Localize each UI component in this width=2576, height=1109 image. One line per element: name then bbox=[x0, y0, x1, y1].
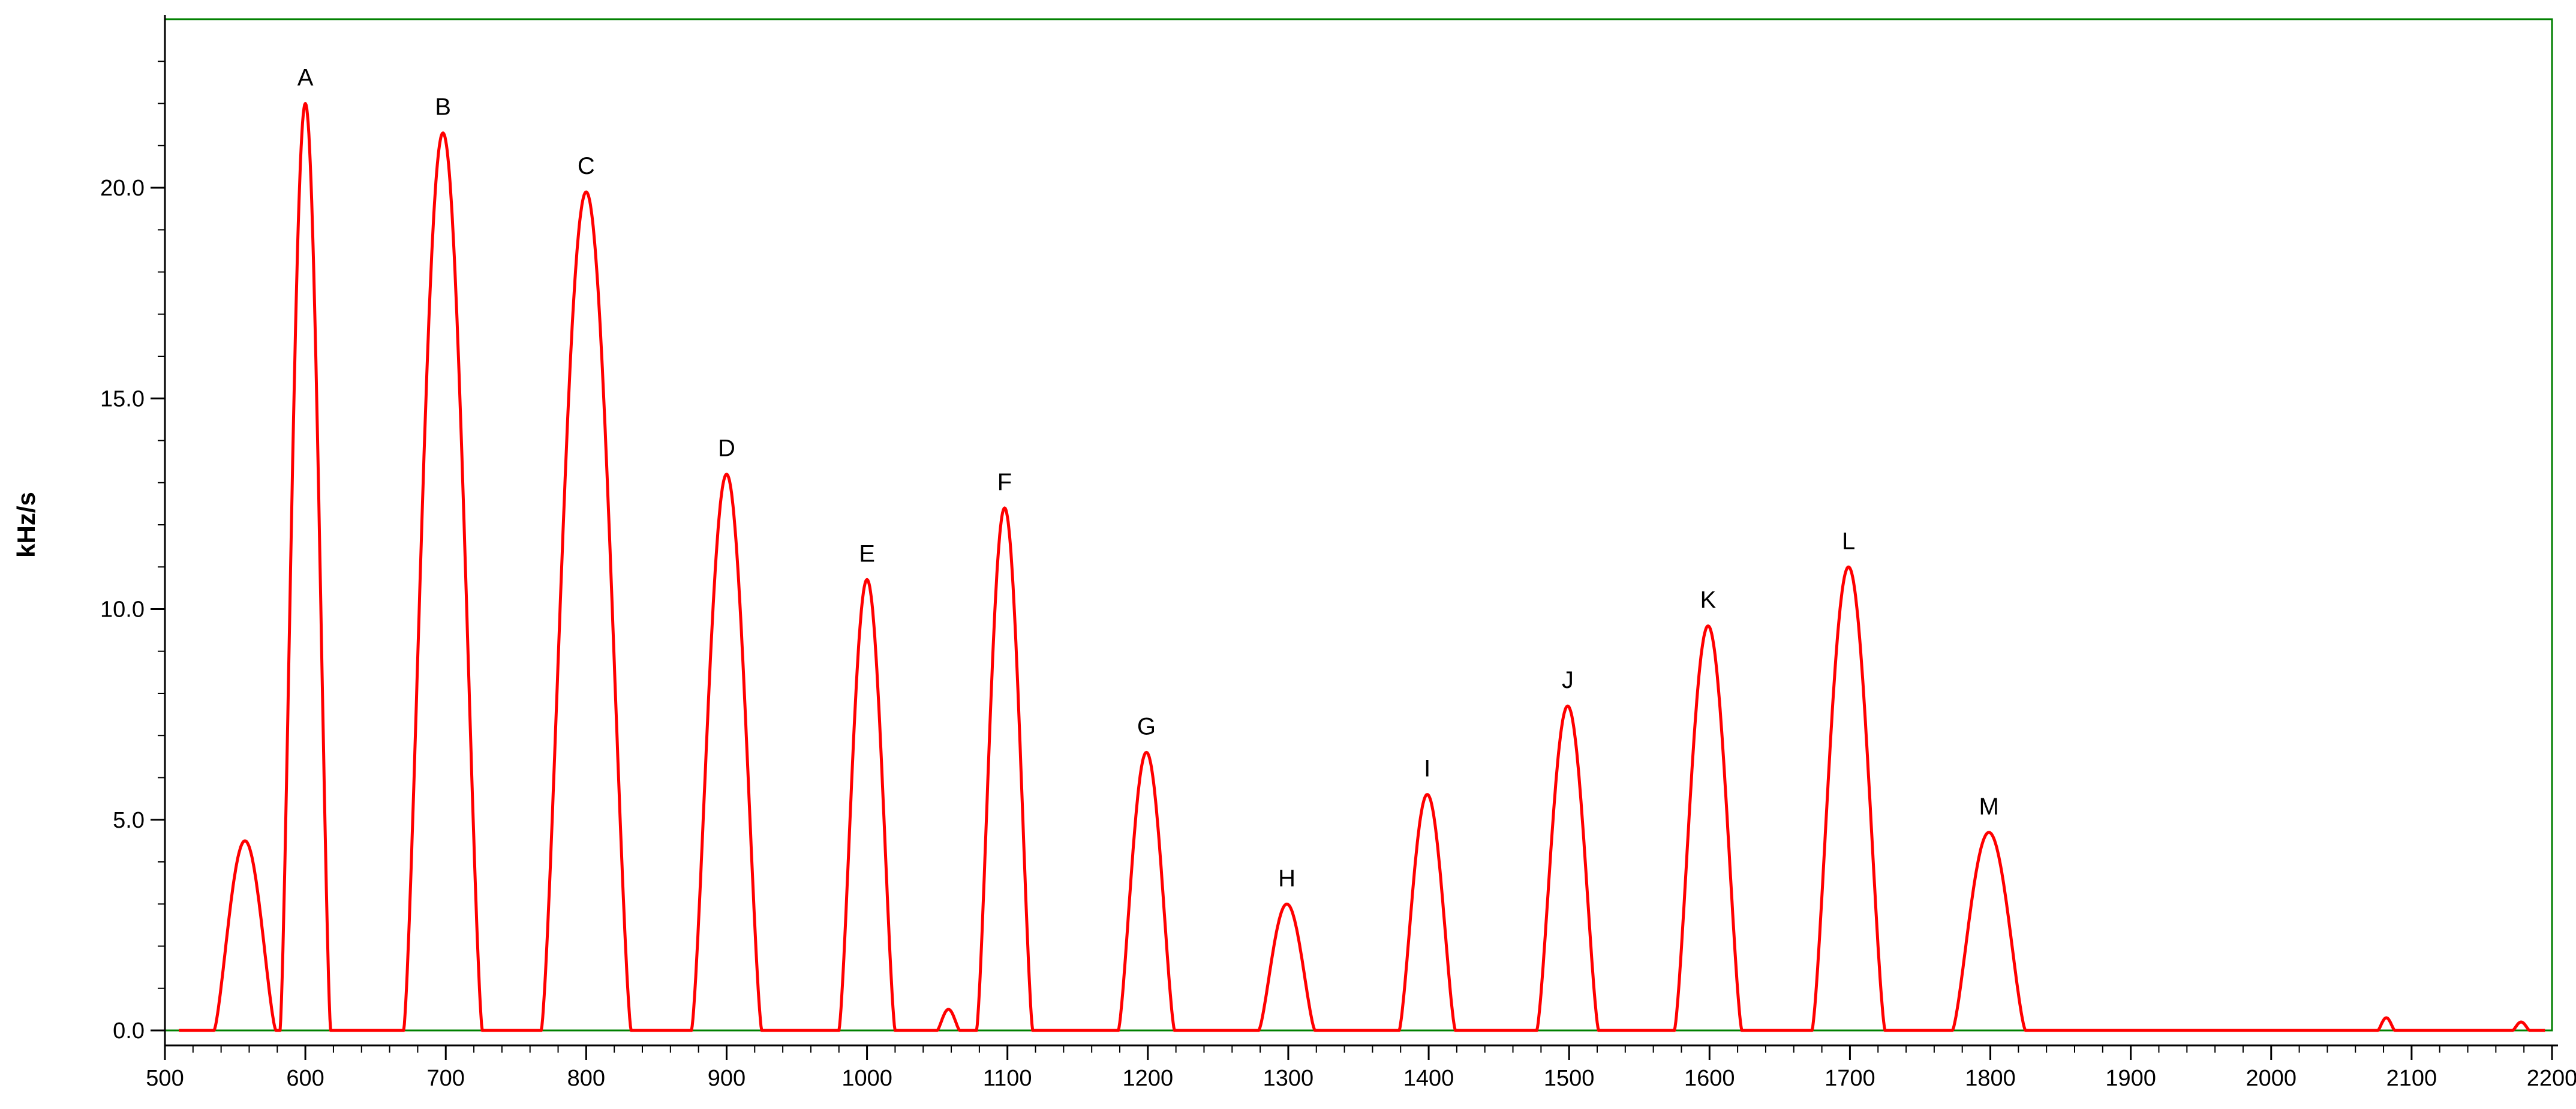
peak-label-g: G bbox=[1137, 713, 1156, 740]
x-tick-label: 1800 bbox=[1965, 1066, 2016, 1091]
y-tick-label: 10.0 bbox=[100, 597, 145, 623]
x-tick-label: 700 bbox=[427, 1066, 465, 1091]
peak-label-f: F bbox=[997, 469, 1012, 495]
x-tick-label: 1300 bbox=[1263, 1066, 1314, 1091]
peak-label-l: L bbox=[1842, 528, 1855, 554]
y-tick-label: 5.0 bbox=[113, 808, 145, 833]
peak-label-h: H bbox=[1278, 865, 1295, 891]
x-tick-label: 900 bbox=[708, 1066, 746, 1091]
x-tick-label: 2100 bbox=[2386, 1066, 2437, 1091]
x-tick-label: 600 bbox=[286, 1066, 324, 1091]
x-tick-label: 1000 bbox=[841, 1066, 892, 1091]
x-tick-label: 1600 bbox=[1684, 1066, 1735, 1091]
x-tick-label: 1200 bbox=[1123, 1066, 1174, 1091]
y-axis-title: kHz/s bbox=[12, 492, 40, 558]
peak-label-i: I bbox=[1424, 756, 1430, 782]
x-tick-label: 2000 bbox=[2246, 1066, 2297, 1091]
x-tick-label: 1100 bbox=[983, 1066, 1032, 1091]
x-tick-label: 500 bbox=[146, 1066, 184, 1091]
peak-label-c: C bbox=[578, 153, 595, 179]
x-tick-label: 1500 bbox=[1544, 1066, 1595, 1091]
peak-label-k: K bbox=[1700, 587, 1717, 614]
peak-label-j: J bbox=[1562, 667, 1574, 693]
x-tick-label: 1400 bbox=[1403, 1066, 1454, 1091]
y-tick-label: 15.0 bbox=[100, 386, 145, 411]
x-tick-label: 2200 bbox=[2527, 1066, 2576, 1091]
spectrum-trace-line bbox=[178, 102, 2546, 1032]
peak-label-d: D bbox=[718, 435, 735, 462]
peak-label-a: A bbox=[297, 65, 314, 91]
x-tick-label: 1900 bbox=[2105, 1066, 2156, 1091]
peak-label-b: B bbox=[435, 94, 451, 121]
y-tick-label: 0.0 bbox=[113, 1018, 145, 1044]
x-tick-label: 1700 bbox=[1824, 1066, 1875, 1091]
peak-label-m: M bbox=[1979, 794, 1999, 820]
peak-label-e: E bbox=[859, 540, 875, 567]
x-tick-label: 800 bbox=[567, 1066, 605, 1091]
y-tick-label: 20.0 bbox=[100, 176, 145, 201]
plot-frame bbox=[164, 18, 2553, 1032]
